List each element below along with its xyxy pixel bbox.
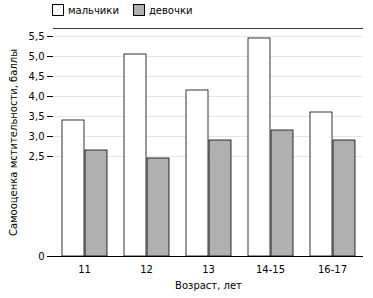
svg-text:16-17: 16-17 (318, 264, 347, 275)
svg-text:12: 12 (140, 264, 153, 275)
svg-text:4,0: 4,0 (29, 91, 45, 102)
svg-text:Самооценка мстительности, балл: Самооценка мстительности, баллы (8, 49, 19, 236)
svg-text:0: 0 (38, 251, 44, 262)
html-text:мальчики: мальчики (68, 4, 119, 16)
svg-text:11: 11 (78, 264, 91, 275)
html-text:девочки: девочки (148, 4, 193, 16)
svg-text:3,5: 3,5 (29, 111, 45, 122)
svg-text:5,0: 5,0 (29, 51, 45, 62)
svg-text:13: 13 (202, 264, 215, 275)
svg-text:4,5: 4,5 (29, 71, 45, 82)
svg-text:5,5: 5,5 (29, 31, 45, 42)
svg-text:Возраст, лет: Возраст, лет (175, 280, 242, 291)
svg-text:3,0: 3,0 (29, 131, 45, 142)
svg-text:2,5: 2,5 (29, 151, 45, 162)
svg-text:14-15: 14-15 (256, 264, 285, 275)
